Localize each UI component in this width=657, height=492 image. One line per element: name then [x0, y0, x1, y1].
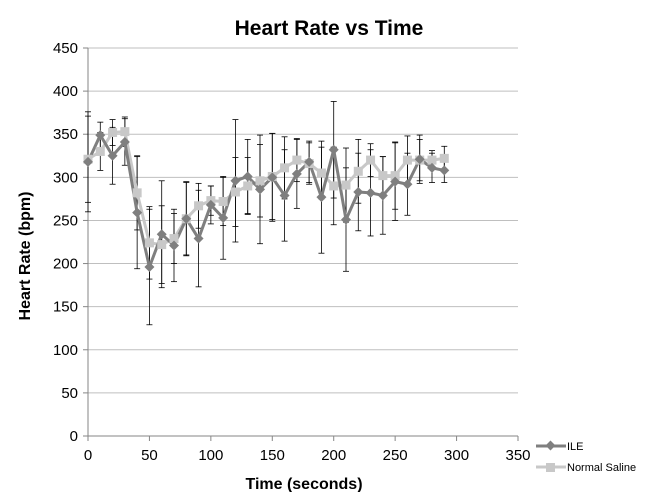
point-normal-saline-2	[108, 127, 118, 137]
point-ile-5	[144, 262, 155, 273]
point-ile-10	[205, 199, 216, 210]
point-ile-21	[341, 214, 351, 225]
chart-title: Heart Rate vs Time	[235, 17, 424, 40]
y-tick-label-400: 400	[53, 83, 78, 100]
point-ile-14	[255, 184, 265, 195]
x-tick-label-150: 150	[260, 447, 285, 464]
x-tick-label-50: 50	[141, 447, 158, 464]
point-normal-saline-26	[402, 155, 412, 165]
point-normal-saline-25	[390, 171, 400, 181]
point-normal-saline-19	[316, 168, 326, 178]
point-normal-saline-17	[292, 155, 302, 165]
point-normal-saline-6	[157, 240, 167, 250]
point-ile-1	[95, 130, 106, 141]
x-tick-label-100: 100	[198, 447, 223, 464]
point-normal-saline-9	[194, 201, 204, 211]
x-tick-labels: 0 50 100 150 200 250 300 350	[84, 447, 531, 464]
legend-item-normal-saline: Normal Saline	[536, 462, 636, 474]
point-normal-saline-29	[439, 153, 449, 163]
point-ile-3	[119, 136, 130, 147]
legend: ILE Normal Saline	[536, 440, 636, 474]
series-lines	[86, 130, 445, 269]
point-ile-2	[107, 150, 118, 161]
point-ile-29	[439, 165, 450, 176]
y-tick-label-450: 450	[53, 40, 78, 57]
point-normal-saline-11	[218, 196, 228, 206]
point-normal-saline-5	[144, 238, 154, 248]
legend-label-ile: ILE	[567, 441, 584, 453]
point-ile-8	[181, 213, 192, 224]
x-axis-title: Time (seconds)	[245, 476, 362, 492]
point-ile-15	[267, 172, 278, 183]
point-ile-16	[279, 190, 290, 201]
y-tick-label-50: 50	[61, 385, 78, 402]
point-normal-saline-4	[132, 188, 142, 198]
point-normal-saline-13	[243, 181, 253, 191]
point-ile-18	[304, 156, 315, 167]
x-tick-label-350: 350	[505, 447, 530, 464]
point-normal-saline-20	[329, 181, 339, 191]
legend-marker-normal-saline	[546, 463, 555, 472]
point-normal-saline-16	[280, 163, 290, 173]
point-normal-saline-21	[341, 180, 351, 190]
y-tick-label-150: 150	[53, 299, 78, 316]
point-ile-22	[353, 186, 364, 197]
point-ile-11	[218, 212, 229, 223]
series-line-ile	[86, 133, 445, 269]
y-tick-label-300: 300	[53, 169, 78, 186]
point-normal-saline-22	[353, 166, 363, 176]
point-ile-13	[242, 171, 253, 182]
point-normal-saline-14	[255, 176, 265, 186]
point-ile-4	[132, 207, 143, 218]
legend-marker-ile	[545, 440, 556, 451]
y-tick-label-350: 350	[53, 126, 78, 143]
y-tick-label-250: 250	[53, 212, 78, 229]
point-ile-12	[230, 175, 241, 186]
point-ile-24	[377, 190, 388, 201]
point-normal-saline-28	[427, 155, 437, 165]
series-markers	[83, 127, 450, 273]
point-normal-saline-12	[230, 187, 240, 197]
legend-item-ile: ILE	[536, 440, 584, 453]
x-tick-label-250: 250	[383, 447, 408, 464]
point-normal-saline-23	[366, 155, 376, 165]
x-tick-label-300: 300	[444, 447, 469, 464]
gridlines	[88, 47, 518, 394]
point-ile-17	[291, 168, 302, 179]
legend-label-normal-saline: Normal Saline	[567, 462, 636, 474]
x-tick-label-0: 0	[84, 447, 92, 464]
x-tick-label-200: 200	[321, 447, 346, 464]
point-ile-28	[427, 162, 437, 173]
point-ile-23	[365, 187, 376, 198]
point-ile-26	[402, 179, 413, 190]
y-tick-label-0: 0	[70, 428, 78, 445]
point-normal-saline-7	[169, 234, 179, 244]
y-tick-label-100: 100	[53, 342, 78, 359]
point-ile-0	[83, 156, 93, 167]
point-normal-saline-24	[378, 171, 388, 181]
point-ile-9	[193, 233, 204, 244]
point-ile-19	[316, 192, 327, 203]
point-ile-25	[390, 176, 401, 187]
point-ile-7	[169, 240, 179, 251]
point-normal-saline-3	[120, 127, 130, 137]
y-tick-label-200: 200	[53, 256, 78, 273]
point-ile-27	[414, 154, 425, 165]
y-tick-labels: 0 50 100 150 200 250 300 350 400 450	[53, 40, 78, 445]
point-ile-20	[328, 144, 339, 155]
point-ile-6	[156, 229, 167, 240]
point-normal-saline-1	[95, 146, 105, 156]
y-axis-title: Heart Rate (bpm)	[17, 192, 34, 321]
